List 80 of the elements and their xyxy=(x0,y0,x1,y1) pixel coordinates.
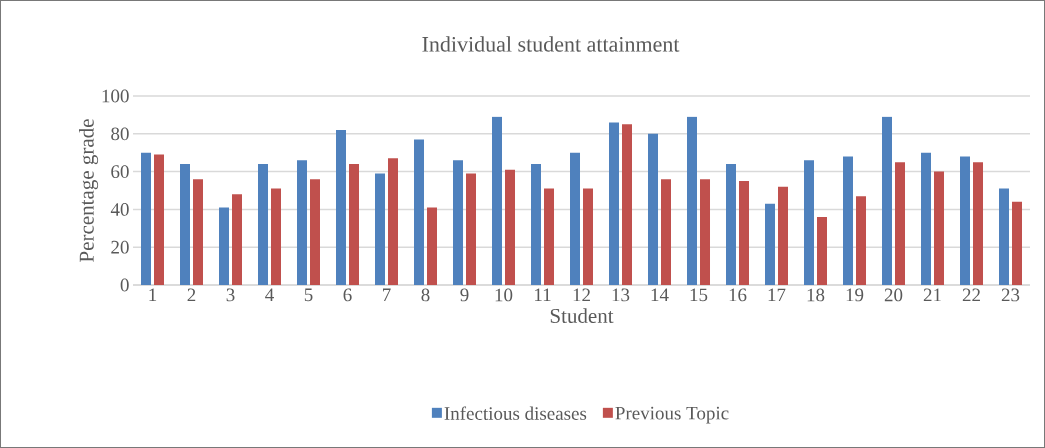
bar xyxy=(973,162,984,285)
bar xyxy=(726,164,736,285)
y-tick-label: 20 xyxy=(111,240,129,254)
legend-label: Infectious diseases xyxy=(444,406,587,420)
x-tick-label: 12 xyxy=(573,288,590,302)
y-tick-label: 40 xyxy=(110,203,129,216)
bar xyxy=(219,207,229,285)
bar xyxy=(687,116,697,285)
x-tick-label: 13 xyxy=(612,288,630,302)
bar xyxy=(934,171,945,285)
bar xyxy=(622,124,632,285)
x-tick-label: 5 xyxy=(304,288,313,302)
x-tick-label: 2 xyxy=(187,288,196,302)
bar xyxy=(895,162,905,285)
bar xyxy=(999,188,1010,285)
x-tick-label: 1 xyxy=(149,288,157,302)
bar xyxy=(310,179,320,285)
y-axis-title: Percentage grade xyxy=(79,119,99,262)
y-tick-label: 60 xyxy=(111,165,129,179)
legend-label: Previous Topic xyxy=(615,406,729,424)
bar xyxy=(531,164,541,285)
bar xyxy=(661,179,671,285)
bar xyxy=(544,188,554,285)
x-tick-label: 9 xyxy=(460,288,469,302)
bar xyxy=(141,152,151,285)
bar xyxy=(232,194,242,285)
x-tick-label: 18 xyxy=(807,288,825,302)
x-tick-label: 10 xyxy=(495,288,513,302)
x-tick-label: 6 xyxy=(343,288,352,302)
x-tick-label: 8 xyxy=(421,288,430,302)
x-tick-label: 19 xyxy=(846,288,864,302)
bar xyxy=(154,154,164,285)
bar xyxy=(921,152,931,285)
x-tick-label: 20 xyxy=(884,288,903,302)
x-tick-label: 21 xyxy=(923,288,941,302)
bar xyxy=(648,133,658,285)
x-tick-label: 7 xyxy=(383,288,391,301)
bar xyxy=(583,188,593,285)
bar xyxy=(492,116,502,285)
bar xyxy=(882,116,892,285)
y-tick-label: 100 xyxy=(102,89,129,103)
bar xyxy=(336,130,346,285)
bar xyxy=(414,139,424,285)
bar xyxy=(856,196,866,285)
bar xyxy=(817,216,827,285)
x-tick-label: 16 xyxy=(729,288,747,302)
x-axis-title: Student xyxy=(550,308,614,323)
bar xyxy=(778,186,788,285)
x-tick-label: 17 xyxy=(768,288,786,302)
x-tick-label: 23 xyxy=(1001,288,1020,302)
bar xyxy=(960,156,970,285)
bar xyxy=(388,158,398,285)
bar xyxy=(739,181,750,285)
bar xyxy=(180,164,190,285)
bar xyxy=(453,160,463,285)
bar xyxy=(349,164,359,285)
bar xyxy=(804,160,815,285)
bar xyxy=(193,179,203,285)
bar xyxy=(427,207,437,285)
bar xyxy=(258,164,268,285)
y-tick-label: 80 xyxy=(111,127,129,141)
x-tick-label: 3 xyxy=(226,288,235,302)
chart-title: Individual student attainment xyxy=(422,36,680,52)
bar xyxy=(466,173,476,285)
bar xyxy=(765,203,775,285)
x-tick-label: 11 xyxy=(535,288,551,302)
x-tick-label: 15 xyxy=(690,288,708,302)
bar xyxy=(609,122,620,285)
bar xyxy=(843,156,853,285)
y-tick-label: 0 xyxy=(120,278,129,292)
x-tick-label: 14 xyxy=(651,288,669,302)
x-tick-label: 22 xyxy=(962,288,980,302)
bar xyxy=(375,173,385,285)
bar xyxy=(700,179,710,285)
x-tick-label: 4 xyxy=(265,288,274,302)
bar xyxy=(1012,201,1022,285)
bar xyxy=(505,169,515,285)
bar xyxy=(271,188,281,285)
bar xyxy=(297,160,307,285)
bar xyxy=(570,152,580,285)
